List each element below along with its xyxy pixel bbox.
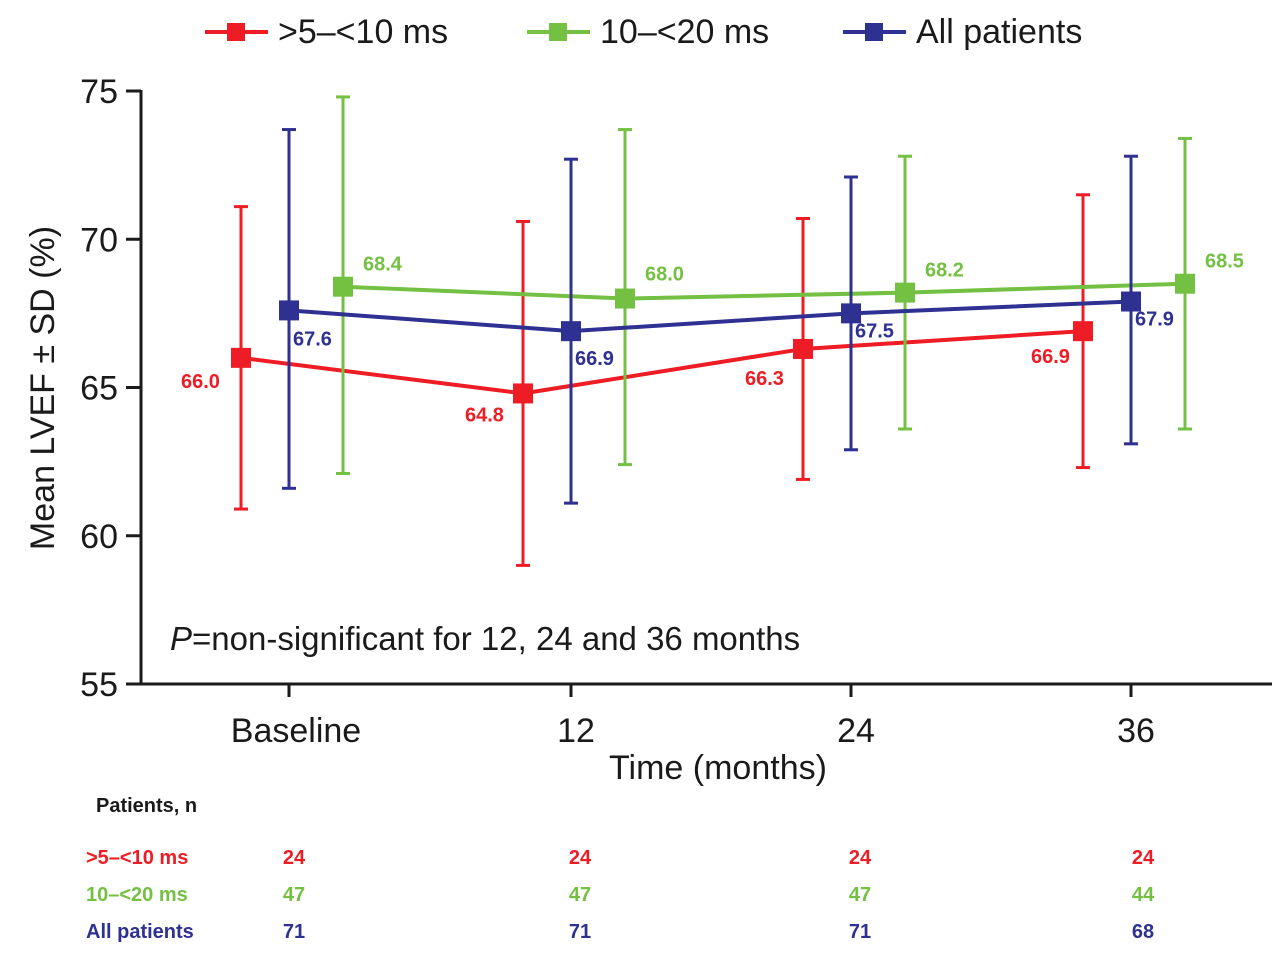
point-s0-1 — [513, 383, 533, 404]
series-layer: 66.0 64.8 66.3 66.9 68.4 68.0 68.2 68.5 67.6 66.9… — [181, 95, 1244, 567]
data-label-s2-2: 67.5 — [855, 320, 894, 342]
patients-table: Patients, n >5–<10 ms 24 24 24 24 10–<20 ms 47… — [86, 795, 1155, 943]
x-ticks: Baseline 12 24 36 — [231, 684, 1155, 750]
table-cell-1-0: 47 — [283, 884, 305, 906]
table-cell-1-3: 44 — [1132, 884, 1155, 906]
table-cell-2-1: 71 — [569, 921, 591, 943]
point-s1-3 — [1175, 273, 1195, 294]
x-axis-title: Time (months) — [609, 749, 827, 787]
data-label-s1-3: 68.5 — [1205, 251, 1244, 273]
data-label-s2-3: 67.9 — [1135, 309, 1174, 331]
legend: >5–<10 ms 10–<20 ms All patients — [205, 13, 1082, 51]
y-axis-title: Mean LVEF ± SD (%) — [24, 226, 62, 550]
series-line-1 — [342, 281, 1186, 301]
y-tick-label-2: 65 — [80, 370, 118, 408]
series-2: 67.6 66.9 67.5 67.9 — [279, 128, 1174, 505]
x-tick-label-0: Baseline — [231, 712, 361, 750]
legend-label-series-1: 10–<20 ms — [600, 13, 769, 51]
data-label-s1-0: 68.4 — [363, 254, 403, 276]
x-tick-label-1: 12 — [557, 712, 595, 750]
data-label-s2-0: 67.6 — [293, 328, 332, 350]
y-tick-label-0: 55 — [80, 666, 118, 704]
patients-table-title: Patients, n — [96, 795, 197, 817]
x-tick-label-3: 36 — [1117, 712, 1155, 750]
data-label-s1-2: 68.2 — [925, 260, 964, 282]
legend-item-series-1: 10–<20 ms — [527, 13, 769, 51]
y-ticks: 55 60 65 70 75 — [80, 73, 141, 704]
point-s1-2 — [895, 282, 915, 303]
significance-note: P=non-significant for 12, 24 and 36 mont… — [170, 620, 800, 657]
point-s2-1 — [561, 321, 581, 342]
significance-p: P — [170, 620, 192, 657]
significance-text: =non-significant for 12, 24 and 36 month… — [192, 620, 800, 657]
point-s1-0 — [333, 276, 353, 297]
point-s0-0 — [231, 347, 251, 368]
legend-marker-series-0 — [227, 23, 245, 41]
table-cell-0-3: 24 — [1132, 847, 1155, 869]
y-tick-label-1: 60 — [80, 518, 118, 556]
data-label-s1-1: 68.0 — [645, 264, 684, 286]
series-0: 66.0 64.8 66.3 66.9 — [181, 193, 1093, 567]
point-s2-0 — [279, 300, 299, 321]
point-s2-3 — [1121, 291, 1141, 312]
legend-item-series-2: All patients — [843, 13, 1082, 51]
data-label-s0-3: 66.9 — [1031, 346, 1070, 368]
legend-label-series-2: All patients — [916, 13, 1082, 51]
table-cell-0-0: 24 — [283, 847, 306, 869]
legend-marker-series-2 — [865, 23, 883, 41]
y-tick-label-3: 70 — [80, 221, 118, 259]
legend-item-series-0: >5–<10 ms — [205, 13, 448, 51]
table-row-label-0: >5–<10 ms — [86, 847, 188, 869]
table-cell-0-2: 24 — [849, 847, 872, 869]
point-s1-1 — [615, 288, 635, 309]
table-cell-0-1: 24 — [569, 847, 592, 869]
point-s0-2 — [793, 338, 813, 359]
series-line-2 — [288, 299, 1132, 334]
data-label-s0-2: 66.3 — [745, 368, 784, 390]
x-tick-label-2: 24 — [837, 712, 875, 750]
data-label-s2-1: 66.9 — [575, 348, 614, 370]
table-cell-1-2: 47 — [849, 884, 871, 906]
table-row-label-2: All patients — [86, 921, 194, 943]
table-cell-2-0: 71 — [283, 921, 305, 943]
data-label-s0-0: 66.0 — [181, 371, 220, 393]
y-tick-label-4: 75 — [80, 73, 118, 111]
legend-label-series-0: >5–<10 ms — [278, 13, 448, 51]
point-s0-3 — [1073, 321, 1093, 342]
table-cell-1-1: 47 — [569, 884, 591, 906]
legend-marker-series-1 — [549, 23, 567, 41]
point-s2-2 — [841, 303, 861, 324]
patients-table-rows: >5–<10 ms 24 24 24 24 10–<20 ms 47 47 47 44 All pa… — [86, 847, 1155, 943]
table-row-label-1: 10–<20 ms — [86, 884, 188, 906]
series-line-0 — [240, 329, 1084, 396]
table-cell-2-2: 71 — [849, 921, 871, 943]
data-label-s0-1: 64.8 — [465, 404, 504, 426]
series-1: 68.4 68.0 68.2 68.5 — [333, 95, 1244, 475]
table-cell-2-3: 68 — [1132, 921, 1154, 943]
